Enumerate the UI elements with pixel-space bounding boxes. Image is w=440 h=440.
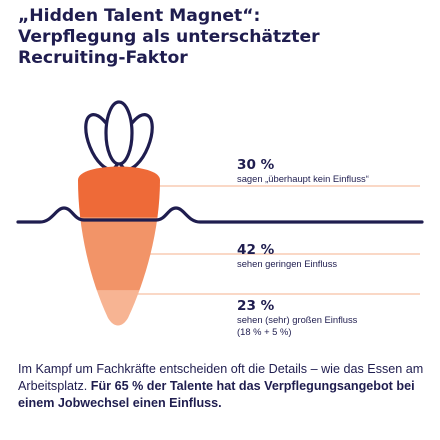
stat-value-1: 30 % bbox=[237, 157, 275, 173]
stat-value-2: 42 % bbox=[237, 242, 275, 258]
carrot-body bbox=[78, 166, 160, 326]
stat-label-1: sagen „überhaupt kein Einfluss“ bbox=[237, 173, 369, 184]
carrot-leaves bbox=[84, 100, 154, 171]
carrot-segment-1 bbox=[78, 166, 160, 218]
stat-value-3: 23 % bbox=[237, 298, 275, 314]
carrot-segment-3 bbox=[78, 290, 160, 326]
body-paragraph: Im Kampf um Fachkräfte entscheiden oft d… bbox=[18, 361, 430, 412]
stat-item-2: 42 % sehen geringen Einfluss bbox=[237, 242, 337, 270]
stat-item-3: 23 % sehen (sehr) großen Einfluss (18 % … bbox=[237, 298, 357, 338]
stat-sublabel-3: (18 % + 5 %) bbox=[237, 326, 292, 337]
ground-line bbox=[16, 206, 424, 224]
title-line-3: Recruiting-Faktor bbox=[18, 48, 188, 68]
stat-item-1: 30 % sagen „überhaupt kein Einfluss“ bbox=[237, 157, 369, 185]
title-line-1: „Hidden Talent Magnet“: bbox=[18, 6, 261, 26]
stat-label-2: sehen geringen Einfluss bbox=[237, 258, 338, 269]
body-highlight: Für 65 % der Talente hat das Verpflegung… bbox=[18, 379, 415, 410]
body-intro: Im Kampf um Fachkräfte entscheiden oft d… bbox=[18, 362, 424, 393]
stat-label-3: sehen (sehr) großen Einfluss bbox=[237, 314, 358, 325]
title-line-2: Verpflegung als unterschätzter bbox=[18, 27, 320, 47]
page-title: „Hidden Talent Magnet“: Verpflegung als … bbox=[18, 6, 428, 69]
